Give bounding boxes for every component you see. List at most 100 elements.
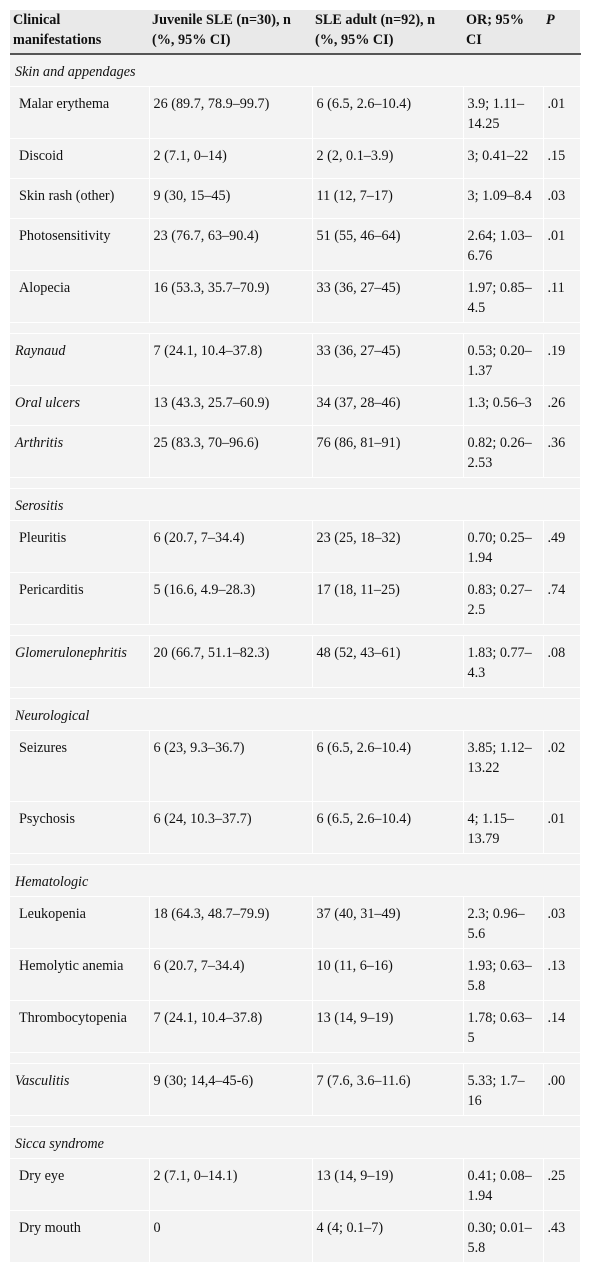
- spacer-row: [10, 477, 581, 489]
- p-value: .49: [543, 520, 581, 573]
- or-value: 0.53; 0.20–1.37: [463, 333, 544, 386]
- row-name: Vasculitis: [10, 1063, 150, 1116]
- p-value: .03: [543, 896, 581, 949]
- juvenile-value: 13 (43.3, 25.7–60.9): [149, 385, 313, 426]
- row-name: Arthritis: [10, 425, 150, 478]
- row-name: Skin rash (other): [10, 178, 150, 219]
- juvenile-value: 23 (76.7, 63–90.4): [149, 218, 313, 271]
- header-adult: SLE adult (n=92), n (%, 95% CI): [312, 10, 463, 55]
- or-value: 0.30; 0.01–5.8: [463, 1210, 544, 1263]
- table-row: Oral ulcers 13 (43.3, 25.7–60.9) 34 (37,…: [10, 385, 581, 426]
- adult-value: 13 (14, 9–19): [312, 1158, 464, 1211]
- juvenile-value: 6 (23, 9.3–36.7): [149, 730, 313, 802]
- juvenile-value: 26 (89.7, 78.9–99.7): [149, 86, 313, 139]
- p-value: .74: [543, 572, 581, 625]
- category-label: Hematologic: [10, 864, 581, 897]
- category-row: Sicca syndrome: [10, 1126, 581, 1159]
- or-value: 1.3; 0.56–3: [463, 385, 544, 426]
- adult-value: 48 (52, 43–61): [312, 635, 464, 688]
- clinical-manifestations-table: Clinical manifestations Juvenile SLE (n=…: [10, 10, 581, 1263]
- p-value: .01: [543, 86, 581, 139]
- table-row: Arthritis 25 (83.3, 70–96.6) 76 (86, 81–…: [10, 425, 581, 478]
- row-name: Leukopenia: [10, 896, 150, 949]
- table-row: Skin rash (other) 9 (30, 15–45) 11 (12, …: [10, 178, 581, 219]
- table-row: Alopecia 16 (53.3, 35.7–70.9) 33 (36, 27…: [10, 270, 581, 323]
- table-row: Raynaud 7 (24.1, 10.4–37.8) 33 (36, 27–4…: [10, 333, 581, 386]
- p-value: .14: [543, 1000, 581, 1053]
- p-value: .01: [543, 801, 581, 854]
- table-row: Thrombocytopenia 7 (24.1, 10.4–37.8) 13 …: [10, 1000, 581, 1053]
- or-value: 1.78; 0.63–5: [463, 1000, 544, 1053]
- category-row: Hematologic: [10, 864, 581, 897]
- header-or: OR; 95% CI: [463, 10, 543, 55]
- spacer-row: [10, 322, 581, 334]
- juvenile-value: 0: [149, 1210, 313, 1263]
- category-row: Neurological: [10, 698, 581, 731]
- row-name: Alopecia: [10, 270, 150, 323]
- table-container: Clinical manifestations Juvenile SLE (n=…: [10, 10, 581, 1263]
- row-name: Discoid: [10, 138, 150, 179]
- row-name: Seizures: [10, 730, 150, 802]
- adult-value: 6 (6.5, 2.6–10.4): [312, 801, 464, 854]
- table-row: Hemolytic anemia 6 (20.7, 7–34.4) 10 (11…: [10, 948, 581, 1001]
- row-name: Photosensitivity: [10, 218, 150, 271]
- category-label: Serositis: [10, 488, 581, 521]
- table-row: Dry eye 2 (7.1, 0–14.1) 13 (14, 9–19) 0.…: [10, 1158, 581, 1211]
- category-row: Skin and appendages: [10, 54, 581, 87]
- table-row: Leukopenia 18 (64.3, 48.7–79.9) 37 (40, …: [10, 896, 581, 949]
- juvenile-value: 25 (83.3, 70–96.6): [149, 425, 313, 478]
- or-value: 5.33; 1.7–16: [463, 1063, 544, 1116]
- category-label: Sicca syndrome: [10, 1126, 581, 1159]
- category-label: Neurological: [10, 698, 581, 731]
- p-value: .03: [543, 178, 581, 219]
- or-value: 0.82; 0.26–2.53: [463, 425, 544, 478]
- juvenile-value: 7 (24.1, 10.4–37.8): [149, 1000, 313, 1053]
- p-value: .43: [543, 1210, 581, 1263]
- adult-value: 6 (6.5, 2.6–10.4): [312, 86, 464, 139]
- juvenile-value: 20 (66.7, 51.1–82.3): [149, 635, 313, 688]
- p-value: .25: [543, 1158, 581, 1211]
- row-name: Pericarditis: [10, 572, 150, 625]
- or-value: 3.9; 1.11–14.25: [463, 86, 544, 139]
- spacer-row: [10, 624, 581, 636]
- category-label: Skin and appendages: [10, 54, 581, 87]
- juvenile-value: 2 (7.1, 0–14): [149, 138, 313, 179]
- row-name: Dry mouth: [10, 1210, 150, 1263]
- table-row: Discoid 2 (7.1, 0–14) 2 (2, 0.1–3.9) 3; …: [10, 138, 581, 179]
- table-row: Pleuritis 6 (20.7, 7–34.4) 23 (25, 18–32…: [10, 520, 581, 573]
- or-value: 3.85; 1.12–13.22: [463, 730, 544, 802]
- adult-value: 7 (7.6, 3.6–11.6): [312, 1063, 464, 1116]
- p-value: .02: [543, 730, 581, 802]
- or-value: 0.83; 0.27–2.5: [463, 572, 544, 625]
- p-value: .00: [543, 1063, 581, 1116]
- adult-value: 6 (6.5, 2.6–10.4): [312, 730, 464, 802]
- spacer-row: [10, 1052, 581, 1064]
- juvenile-value: 2 (7.1, 0–14.1): [149, 1158, 313, 1211]
- spacer-row: [10, 853, 581, 865]
- or-value: 2.64; 1.03–6.76: [463, 218, 544, 271]
- row-name: Glomerulonephritis: [10, 635, 150, 688]
- adult-value: 37 (40, 31–49): [312, 896, 464, 949]
- header-row: Clinical manifestations Juvenile SLE (n=…: [10, 10, 580, 55]
- juvenile-value: 6 (20.7, 7–34.4): [149, 948, 313, 1001]
- or-value: 4; 1.15–13.79: [463, 801, 544, 854]
- header-p: P: [543, 10, 580, 55]
- juvenile-value: 7 (24.1, 10.4–37.8): [149, 333, 313, 386]
- juvenile-value: 6 (20.7, 7–34.4): [149, 520, 313, 573]
- p-value: .15: [543, 138, 581, 179]
- adult-value: 11 (12, 7–17): [312, 178, 464, 219]
- or-value: 1.93; 0.63–5.8: [463, 948, 544, 1001]
- table-row: Seizures 6 (23, 9.3–36.7) 6 (6.5, 2.6–10…: [10, 730, 581, 802]
- row-name: Pleuritis: [10, 520, 150, 573]
- table-row: Photosensitivity 23 (76.7, 63–90.4) 51 (…: [10, 218, 581, 271]
- adult-value: 33 (36, 27–45): [312, 333, 464, 386]
- category-row: Serositis: [10, 488, 581, 521]
- or-value: 1.83; 0.77–4.3: [463, 635, 544, 688]
- or-value: 1.97; 0.85–4.5: [463, 270, 544, 323]
- juvenile-value: 5 (16.6, 4.9–28.3): [149, 572, 313, 625]
- header-juvenile: Juvenile SLE (n=30), n (%, 95% CI): [149, 10, 312, 55]
- adult-value: 51 (55, 46–64): [312, 218, 464, 271]
- table-row: Glomerulonephritis 20 (66.7, 51.1–82.3) …: [10, 635, 581, 688]
- p-value: .11: [543, 270, 581, 323]
- or-value: 0.70; 0.25–1.94: [463, 520, 544, 573]
